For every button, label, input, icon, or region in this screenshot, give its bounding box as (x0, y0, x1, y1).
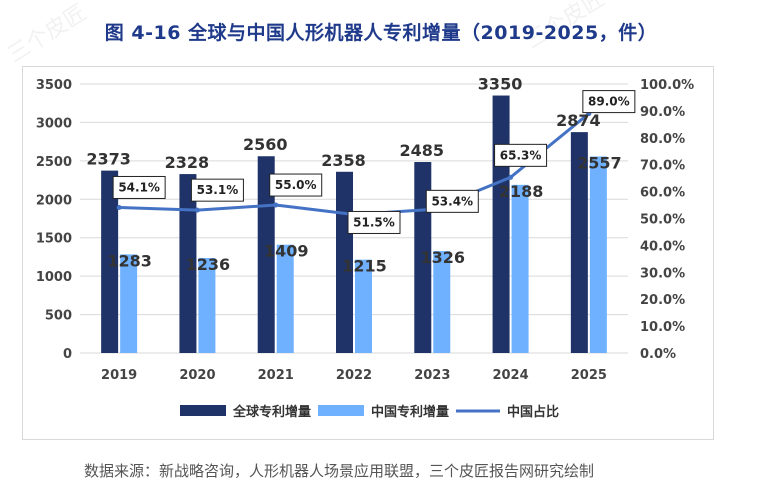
bar-china-value-label: 1283 (107, 251, 152, 270)
left-axis-tick-label: 2500 (36, 155, 72, 170)
pct-label: 65.3% (500, 148, 542, 162)
bar-china-value-label: 2557 (577, 153, 622, 172)
bar-china-value-label: 1236 (186, 255, 231, 274)
x-axis-tick-label: 2019 (101, 368, 137, 383)
right-axis-tick-label: 20.0% (640, 293, 685, 308)
right-axis-tick-label: 10.0% (640, 320, 685, 335)
pct-label-box (425, 189, 479, 213)
bar-global-value-label: 2328 (165, 153, 210, 172)
left-axis-tick-label: 2000 (36, 193, 72, 208)
chart-title: 图 4-16 全球与中国人形机器人专利增量（2019-2025，件） (104, 22, 658, 44)
bar-global (101, 170, 119, 353)
x-axis-tick-label: 2022 (336, 368, 372, 383)
bar-china-value-label: 1215 (342, 257, 387, 276)
left-axis-tick-label: 0 (63, 347, 72, 362)
line-point (116, 204, 122, 210)
pct-label: 55.0% (275, 178, 317, 192)
pct-label-box (347, 210, 401, 234)
left-axis-tick-label: 1000 (36, 270, 72, 285)
x-axis-tick-label: 2021 (258, 368, 294, 383)
right-axis-tick-label: 70.0% (640, 159, 685, 174)
pct-label-box (582, 90, 636, 114)
line-point (508, 174, 514, 180)
bar-global-value-label: 2485 (400, 141, 445, 160)
bar-china-value-label: 2188 (499, 182, 544, 201)
right-axis-tick-label: 40.0% (640, 239, 685, 254)
pct-label-box (190, 178, 244, 202)
bar-global (179, 174, 197, 353)
pct-label: 89.0% (588, 95, 630, 109)
bar-china (433, 251, 451, 353)
bar-china (198, 258, 216, 353)
legend-label-global: 全球专利增量 (232, 404, 311, 420)
pct-label: 54.1% (118, 180, 160, 194)
left-axis-tick-label: 3500 (36, 78, 72, 93)
legend-swatch-china (318, 405, 364, 416)
pct-label: 53.4% (431, 194, 473, 208)
pct-label-box (269, 173, 323, 197)
pct-label: 51.5% (353, 215, 395, 229)
x-axis-tick-label: 2023 (414, 368, 450, 383)
bar-china (276, 244, 294, 353)
right-axis-tick-label: 0.0% (640, 347, 676, 362)
line-point (273, 202, 279, 208)
pct-label: 53.1% (197, 183, 239, 197)
right-axis-tick-label: 60.0% (640, 186, 685, 201)
bar-china (589, 156, 607, 353)
x-axis-tick-label: 2024 (492, 368, 528, 383)
right-axis-tick-label: 30.0% (640, 266, 685, 281)
right-axis-tick-label: 90.0% (640, 105, 685, 120)
legend-swatch-global (180, 405, 226, 416)
right-axis-tick-label: 100.0% (640, 78, 694, 93)
left-axis-tick-label: 500 (45, 309, 72, 324)
bar-global-value-label: 2358 (321, 151, 366, 170)
bar-global-value-label: 3350 (478, 75, 523, 94)
left-axis-tick-label: 1500 (36, 232, 72, 247)
legend-label-share: 中国占比 (507, 404, 559, 420)
line-point (194, 207, 200, 213)
source-note: 数据来源：新战略咨询，人形机器人场景应用联盟，三个皮匠报告网研究绘制 (84, 462, 595, 480)
bar-china (120, 254, 138, 353)
bar-china (511, 184, 529, 353)
bar-global-value-label: 2874 (556, 111, 601, 130)
left-axis-tick-label: 3000 (36, 116, 72, 131)
x-axis-tick-label: 2025 (571, 368, 607, 383)
bar-global (570, 132, 588, 353)
x-axis-tick-label: 2020 (179, 368, 215, 383)
bar-global-value-label: 2560 (243, 135, 288, 154)
legend-label-china: 中国专利增量 (371, 404, 449, 420)
bar-china-value-label: 1409 (264, 242, 309, 261)
bar-global (492, 95, 510, 354)
bar-global-value-label: 2373 (86, 150, 131, 169)
right-axis-tick-label: 50.0% (640, 213, 685, 228)
pct-label-box (494, 143, 548, 167)
bar-china-value-label: 1326 (421, 248, 466, 267)
bar-china (355, 259, 372, 353)
right-axis-tick-label: 80.0% (640, 132, 685, 147)
pct-label-box (112, 175, 166, 199)
